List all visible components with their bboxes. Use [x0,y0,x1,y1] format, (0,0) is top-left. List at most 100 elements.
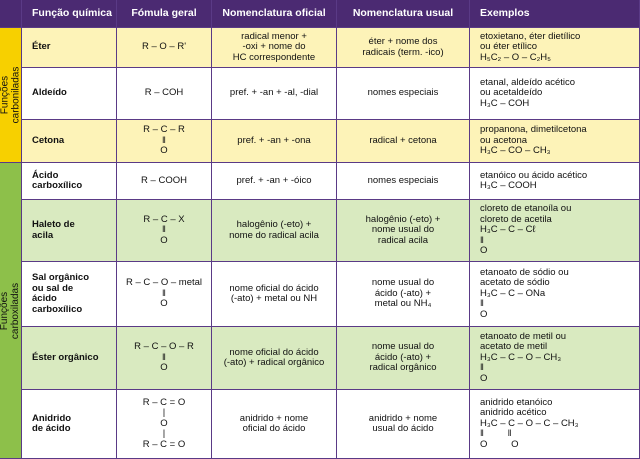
text-line: R – C – X [143,213,185,225]
table-cell: nomes especiais [337,163,470,200]
text-line: | [162,407,166,419]
table-cell: etanal, aldeído acético ou acetaldeído H₃C… [470,68,640,120]
text-line: anidrido + nome [239,412,309,424]
text-line: ‖ [162,287,166,299]
table-cell: halogênio (-eto) + nome usual do radical a… [337,200,470,262]
table-cell: etoxietano, éter dietílico ou éter etílic… [470,28,640,68]
function-name: Haleto de acila [22,200,117,262]
function-name: Ácido carboxílico [22,163,117,200]
text-line: ou acetona [480,134,528,146]
text-line: R – C = O [142,396,186,408]
table-cell: nomes especiais [337,68,470,120]
text-line: ‖ [480,234,484,246]
text-line: R – O – R' [141,41,187,53]
text-line: O [160,234,168,246]
table-cell: R – C – X ‖ O [117,200,212,262]
table-cell: radical menor + -oxi + nome do HC correspo… [212,28,337,68]
text-line: de ácido [32,423,71,434]
text-line: H₃C – COH [480,97,530,109]
text-line: R – C – O – R [134,341,194,353]
text-line: ou sal de [32,282,74,294]
text-line: anidrido etanóico [480,396,553,408]
text-line: Éster orgânico [32,351,99,363]
text-line: (-ato) + radical orgânico [223,357,325,368]
text-line: nome do radical acila [229,229,319,241]
table-cell: cloreto de etanoíla ou cloreto de acetila… [470,200,640,262]
table-cell: etanoato de sódio ou acetato de sódio H₃C … [470,262,640,327]
table-cell: etanóico ou ácido acético H₃C – COOH [470,163,640,200]
table-cell: R – O – R' [117,28,212,68]
text-line: cloreto de etanoíla ou [480,203,572,215]
text-line: radical + cetona [369,134,437,146]
table-cell: nome usual do ácido (-ato) + radical orgân… [337,327,470,390]
text-line: O [480,245,488,257]
function-name: Cetona [22,120,117,163]
header-corner [0,0,22,28]
text-line: H₅C₂ – O – C₂H₅ [480,51,551,63]
table-cell: anidrido + nome usual do ácido [337,390,470,459]
text-line: O [480,308,488,320]
text-line: radical acila [377,234,429,246]
text-line: Éter [32,41,51,53]
function-name: Éster orgânico [22,327,117,390]
header-cell: Exemplos [470,0,640,28]
text-line: Exemplos [480,7,530,20]
text-line: oficial do ácido [242,423,306,434]
header-cell: Fómula geral [117,0,212,28]
text-line: etanoato de metil ou [480,330,567,342]
text-line: carboxiladas [10,282,22,339]
text-line: Função química [32,7,112,20]
text-line: anidrido + nome [368,412,438,424]
text-line: Sal orgânico [32,272,90,283]
text-line: anidrido acético [480,407,547,419]
text-line: HC correspondente [232,51,316,63]
text-line: R – COH [144,87,184,99]
text-line: H₃C – C – Cℓ [480,224,536,236]
function-name: Anidrido de ácido [22,390,117,459]
text-line: nome oficial do ácido [229,346,319,358]
text-line: ácido [32,293,57,304]
text-line: radicais (term. -ico) [362,46,444,58]
text-line: Ácido [32,169,59,181]
text-line: | [162,428,166,440]
text-line: (-ato) + metal ou NH [230,293,318,304]
text-line: metal ou NH₄ [374,298,432,310]
table-cell: R – COH [117,68,212,120]
header-cell: Função química [22,0,117,28]
text-line: carboxílico [32,303,83,315]
text-line: ‖ ‖ [480,428,512,440]
text-line: acila [32,229,54,241]
table-cell: éter + nome dos radicais (term. -ico) [337,28,470,68]
text-line: ou acetaldeído [480,87,543,99]
table-cell: nome usual do ácido (-ato) + metal ou NH₄ [337,262,470,327]
table-cell: etanoato de metil ou acetato de metil H₃C … [470,327,640,390]
text-line: carboniladas [10,66,22,124]
text-line: O [160,298,168,310]
text-line: radical menor + [241,30,307,42]
text-line: Fómula geral [131,7,197,20]
text-line: cloreto de acetila [480,213,552,225]
text-line: nomes especiais [367,87,439,99]
text-line: H₃C – COOH [480,180,537,191]
text-line: pref. + -an + -al, -dial [229,87,319,99]
text-line: nomes especiais [367,174,439,186]
text-line: ‖ [162,351,166,363]
text-line: R – COOH [141,174,187,186]
text-line: ‖ [162,134,166,146]
text-line: ou éter etílico [480,41,538,53]
table-cell: R – C – O – metal ‖ O [117,262,212,327]
group-label-text: Funções carboniladas [0,67,22,124]
text-line: acetato de sódio [480,277,550,289]
function-name: Sal orgânico ou sal de ácido carboxílico [22,262,117,327]
group-label-text: Funções carboxiladas [0,282,22,338]
text-line: éter + nome dos [368,36,438,47]
text-line: halogênio (-eto) + [365,213,441,225]
text-line: Haleto de [32,219,75,230]
text-line: etanoato de sódio ou [480,266,569,278]
text-line: R – C – R [143,124,185,136]
table-cell: pref. + -an + -óico [212,163,337,200]
table-cell: radical + cetona [337,120,470,163]
table-cell: R – C – O – R ‖ O [117,327,212,390]
text-line: halogênio (-eto) + [236,219,312,230]
text-line: O [160,417,168,429]
